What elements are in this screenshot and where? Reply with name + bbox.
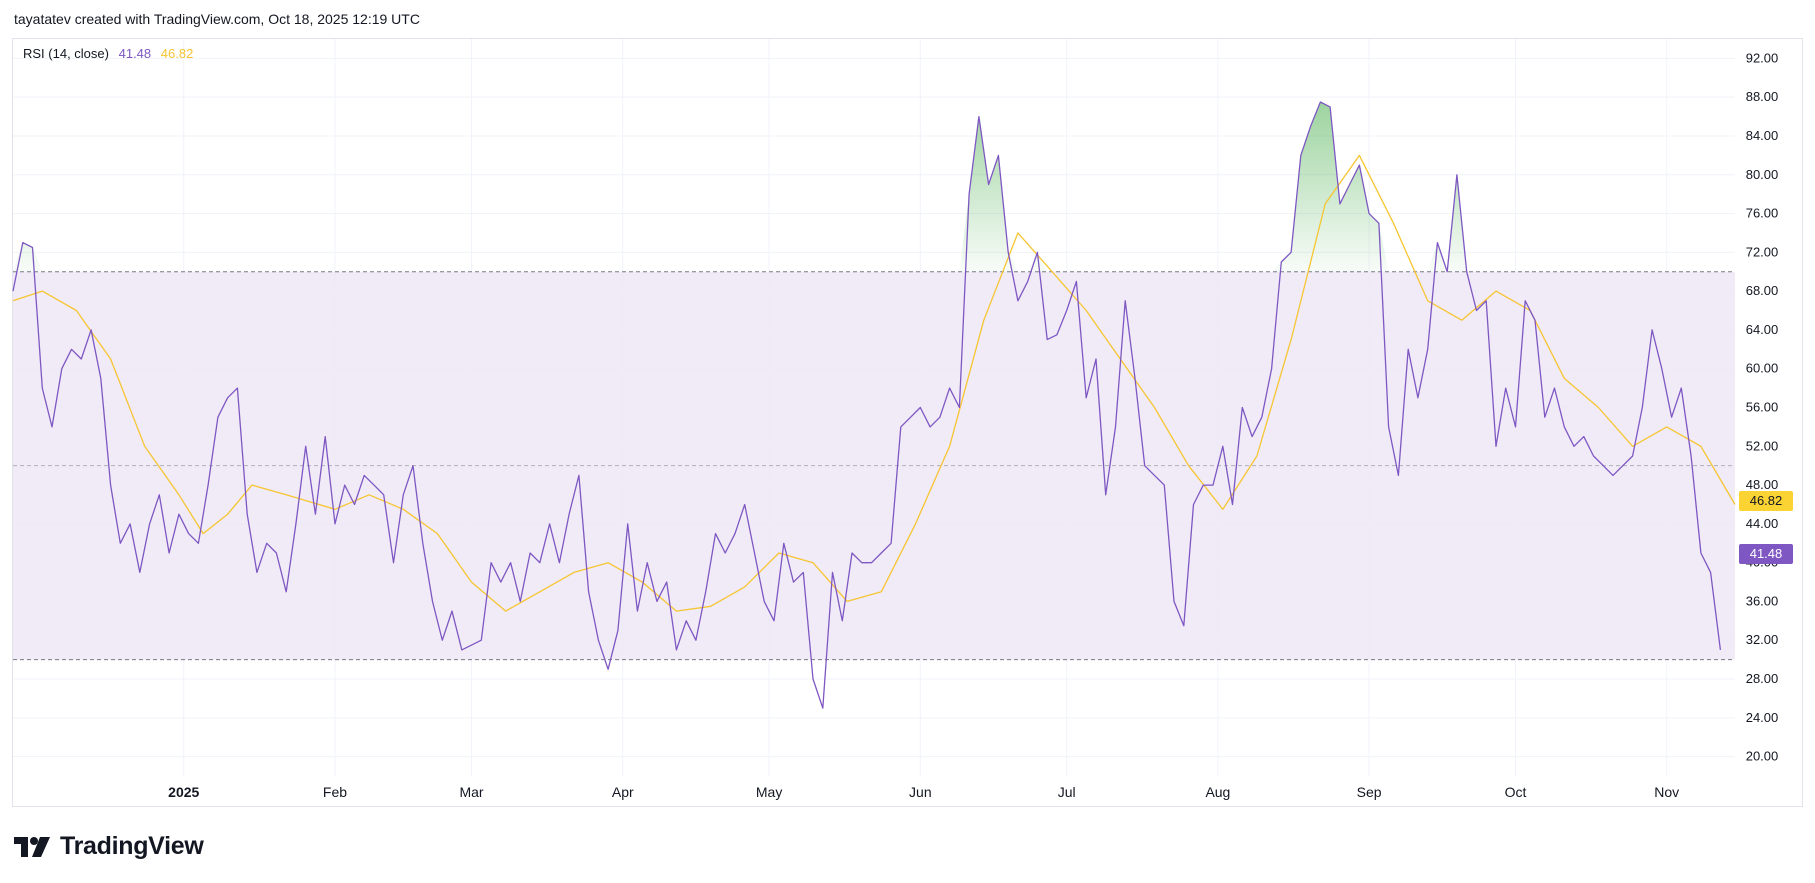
legend-ma-value: 46.82 xyxy=(160,46,194,61)
y-tick-label: 92.00 xyxy=(1746,50,1779,65)
x-tick-label: Nov xyxy=(1654,784,1679,800)
y-tick-label: 72.00 xyxy=(1746,244,1779,259)
tradingview-logo-icon xyxy=(14,836,50,857)
y-tick-label: 76.00 xyxy=(1746,206,1779,221)
tradingview-logo[interactable]: TradingView xyxy=(14,832,204,861)
y-tick-label: 28.00 xyxy=(1746,671,1779,686)
x-tick-label: Sep xyxy=(1357,784,1382,800)
x-tick-label: Jul xyxy=(1058,784,1076,800)
y-tick-label: 56.00 xyxy=(1746,400,1779,415)
chart-frame xyxy=(12,38,1803,807)
y-tick-label: 88.00 xyxy=(1746,89,1779,104)
y-tick-label: 44.00 xyxy=(1746,516,1779,531)
legend-rsi-value: 41.48 xyxy=(118,46,152,61)
x-tick-label: May xyxy=(756,784,782,800)
x-tick-label: 2025 xyxy=(168,784,199,800)
ma-price-badge: 46.82 xyxy=(1739,491,1793,511)
x-tick-label: Aug xyxy=(1205,784,1230,800)
x-tick-label: Mar xyxy=(459,784,483,800)
y-tick-label: 36.00 xyxy=(1746,593,1779,608)
y-tick-label: 64.00 xyxy=(1746,322,1779,337)
chart-credit: tayatatev created with TradingView.com, … xyxy=(14,11,420,27)
legend-indicator-name: RSI (14, close) xyxy=(23,46,109,61)
y-tick-label: 20.00 xyxy=(1746,749,1779,764)
y-tick-label: 52.00 xyxy=(1746,438,1779,453)
x-tick-label: Feb xyxy=(323,784,347,800)
y-tick-label: 32.00 xyxy=(1746,632,1779,647)
rsi-price-badge: 41.48 xyxy=(1739,544,1793,564)
x-tick-label: Oct xyxy=(1505,784,1527,800)
tradingview-logo-text: TradingView xyxy=(60,832,204,860)
y-tick-label: 68.00 xyxy=(1746,283,1779,298)
y-tick-label: 80.00 xyxy=(1746,167,1779,182)
indicator-legend[interactable]: RSI (14, close) 41.48 46.82 xyxy=(23,46,193,61)
y-tick-label: 84.00 xyxy=(1746,128,1779,143)
ma-series-line[interactable] xyxy=(12,154,1736,612)
x-tick-label: Apr xyxy=(612,784,634,800)
y-tick-label: 60.00 xyxy=(1746,361,1779,376)
rsi-series-line[interactable] xyxy=(12,101,1722,709)
x-tick-label: Jun xyxy=(909,784,932,800)
y-tick-label: 48.00 xyxy=(1746,477,1779,492)
y-tick-label: 24.00 xyxy=(1746,710,1779,725)
